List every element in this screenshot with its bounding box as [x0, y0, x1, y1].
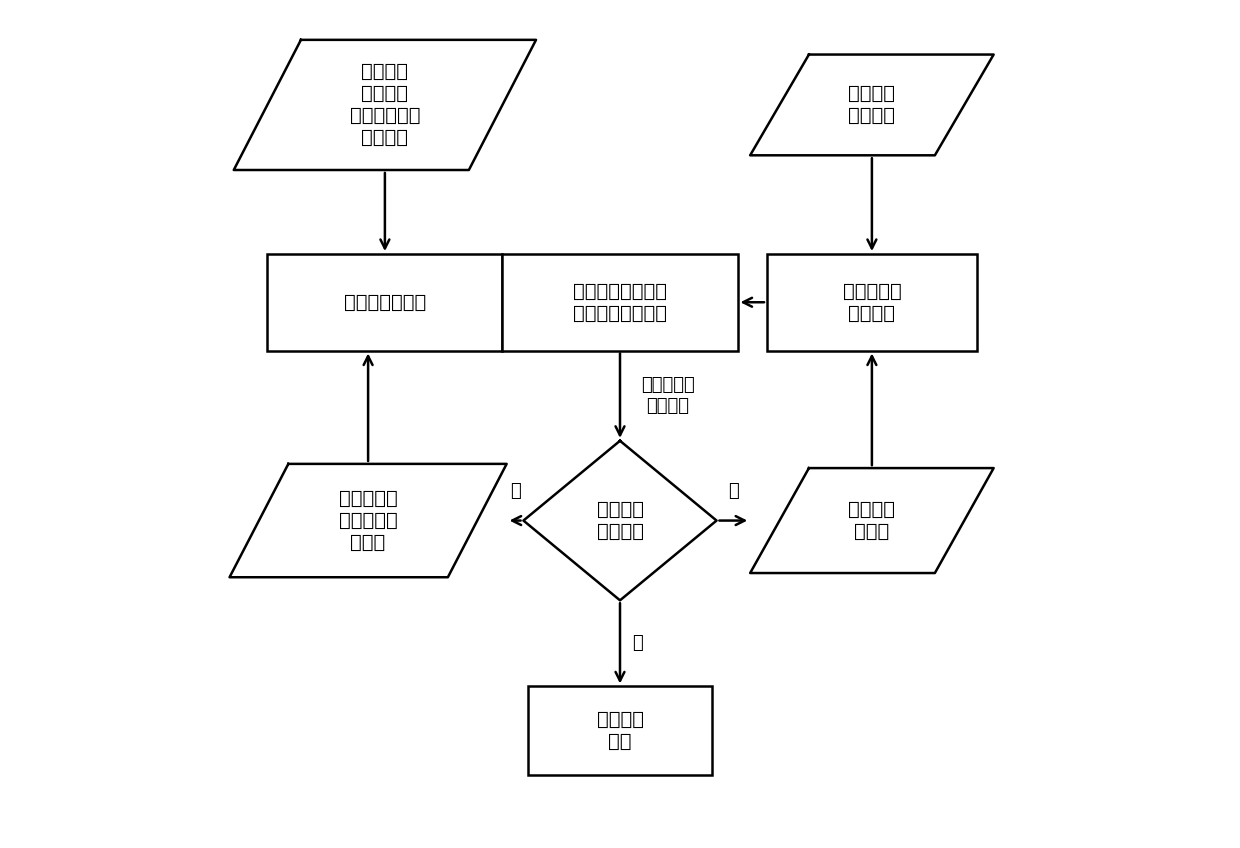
Bar [268, 254, 502, 350]
Text: 否: 否 [632, 634, 644, 652]
Text: 裂解炉几何模型: 裂解炉几何模型 [343, 293, 427, 312]
Bar [528, 686, 712, 774]
Text: 烃类裂解
反应模型: 烃类裂解 反应模型 [848, 85, 895, 126]
Text: 辐射段工
艺参数: 辐射段工 艺参数 [848, 500, 895, 541]
Text: 辐射段运行
参数稳定: 辐射段运行 参数稳定 [641, 377, 694, 415]
Bar [502, 254, 738, 350]
Text: 辐射段炉管内和炉
管外耦合模拟计算: 辐射段炉管内和炉 管外耦合模拟计算 [573, 282, 667, 323]
Bar [768, 254, 977, 350]
Text: 是否调整
生产负荷: 是否调整 生产负荷 [596, 500, 644, 541]
Text: 是: 是 [728, 482, 739, 499]
Text: 燃烧模型
湍流模型
组分传输模型
辐射模型: 燃烧模型 湍流模型 组分传输模型 辐射模型 [350, 63, 420, 148]
Text: 是: 是 [510, 482, 521, 499]
Text: 燃烧器燃料
流量以及助
燃空气: 燃烧器燃料 流量以及助 燃空气 [339, 489, 398, 552]
Text: 输出计算
结果: 输出计算 结果 [596, 710, 644, 751]
Text: 辐射段炉管
几何模型: 辐射段炉管 几何模型 [842, 282, 901, 323]
